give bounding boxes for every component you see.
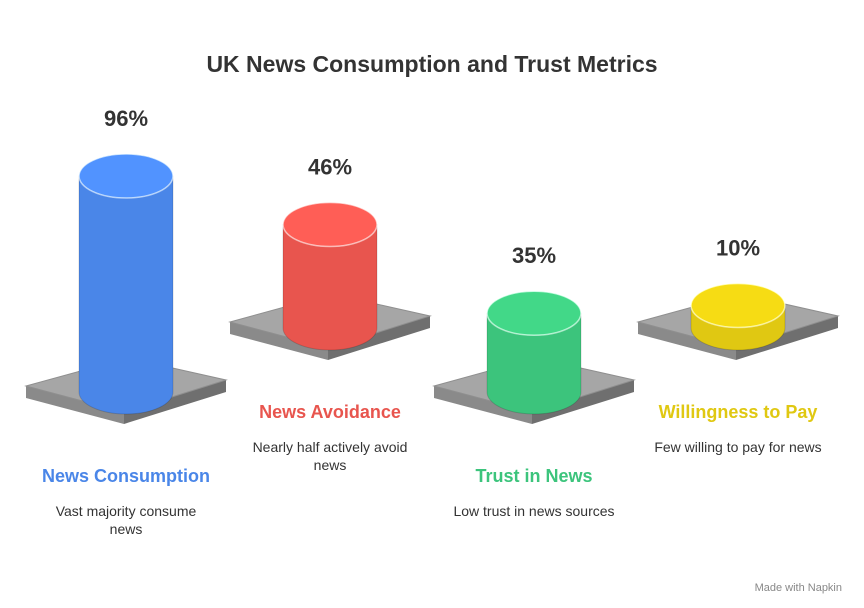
cylinder-top (486, 290, 582, 336)
description: Vast majority consume news (55, 503, 197, 537)
footer: Made with Napkin (754, 582, 842, 594)
plate-side (26, 386, 124, 424)
chart-title: UK News Consumption and Trust Metrics (206, 51, 657, 77)
category-label: Willingness to Pay (658, 402, 818, 422)
cylinder-body (486, 312, 582, 415)
description: Nearly half actively avoid news (252, 439, 408, 473)
plate-side (434, 386, 532, 424)
plate-side (638, 322, 736, 360)
plate-side (124, 380, 226, 424)
description: Few willing to pay for news (654, 439, 822, 455)
cylinder-body (78, 175, 174, 415)
value-label: 10% (716, 235, 760, 260)
category-label: News Avoidance (259, 402, 401, 422)
cylinder-top (690, 282, 786, 329)
plate-side (328, 316, 430, 360)
value-label: 46% (308, 154, 352, 179)
value-label: 96% (104, 106, 148, 131)
plate-side (230, 322, 328, 360)
plate-side (532, 380, 634, 424)
description: Low trust in news sources (453, 503, 615, 519)
cylinder-top (78, 153, 174, 199)
value-label: 35% (512, 243, 556, 268)
cylinder-body (282, 224, 378, 351)
category-label: News Consumption (41, 466, 210, 486)
cylinder-top (282, 201, 378, 248)
plate-side (736, 316, 838, 360)
category-label: Trust in News (475, 466, 593, 486)
